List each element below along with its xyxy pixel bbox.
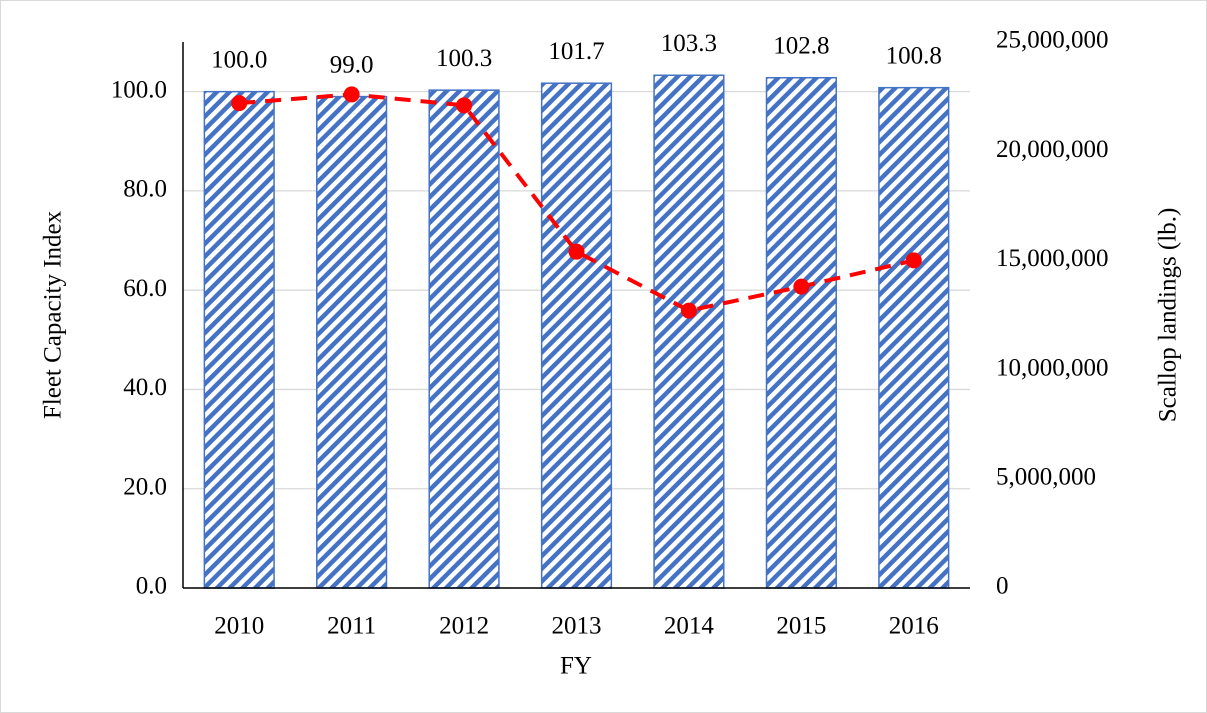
y-tick-label: 60.0 bbox=[123, 275, 167, 302]
bar bbox=[878, 86, 950, 589]
data-label: 99.0 bbox=[330, 51, 374, 78]
bar bbox=[203, 90, 275, 589]
y2-tick-label: 25,000,000 bbox=[996, 27, 1109, 54]
x-tick-label: 2011 bbox=[327, 613, 376, 640]
y-tick-label: 20.0 bbox=[123, 473, 167, 500]
line-marker bbox=[905, 252, 922, 269]
data-label: 100.8 bbox=[886, 42, 942, 69]
y-tick-label: 40.0 bbox=[123, 374, 167, 401]
y-tick-label: 80.0 bbox=[123, 176, 167, 203]
bar bbox=[765, 76, 837, 589]
data-label: 100.3 bbox=[436, 45, 492, 72]
bar bbox=[428, 89, 500, 589]
bar bbox=[316, 95, 388, 589]
x-tick-label: 2012 bbox=[439, 613, 489, 640]
y2-tick-label: 0 bbox=[996, 573, 1009, 600]
line-marker bbox=[231, 95, 248, 112]
y2-tick-label: 15,000,000 bbox=[996, 245, 1109, 272]
data-label: 103.3 bbox=[661, 30, 717, 57]
x-tick-label: 2010 bbox=[214, 613, 264, 640]
y2-tick-label: 10,000,000 bbox=[996, 354, 1109, 381]
y2-tick-label: 20,000,000 bbox=[996, 136, 1109, 163]
line-marker bbox=[568, 243, 585, 260]
x-tick-label: 2013 bbox=[552, 613, 602, 640]
line-marker bbox=[680, 302, 697, 319]
bar bbox=[653, 74, 725, 589]
line-marker bbox=[456, 97, 473, 114]
bar bbox=[540, 82, 613, 589]
y2-axis-title: Scallop landings (lb.) bbox=[1155, 208, 1182, 423]
data-label: 102.8 bbox=[773, 32, 829, 59]
data-label: 101.7 bbox=[548, 38, 604, 65]
line-marker bbox=[793, 278, 810, 295]
x-tick-label: 2016 bbox=[889, 613, 939, 640]
x-tick-label: 2015 bbox=[776, 613, 826, 640]
y-axis-title: Fleet Capacity Index bbox=[40, 210, 67, 419]
y-tick-label: 100.0 bbox=[111, 76, 167, 103]
x-tick-label: 2014 bbox=[664, 613, 715, 640]
y2-tick-label: 5,000,000 bbox=[996, 464, 1096, 491]
y-tick-label: 0.0 bbox=[136, 573, 167, 600]
data-label: 100.0 bbox=[211, 46, 267, 73]
line-marker bbox=[343, 86, 360, 103]
x-axis-title: FY bbox=[560, 653, 592, 680]
